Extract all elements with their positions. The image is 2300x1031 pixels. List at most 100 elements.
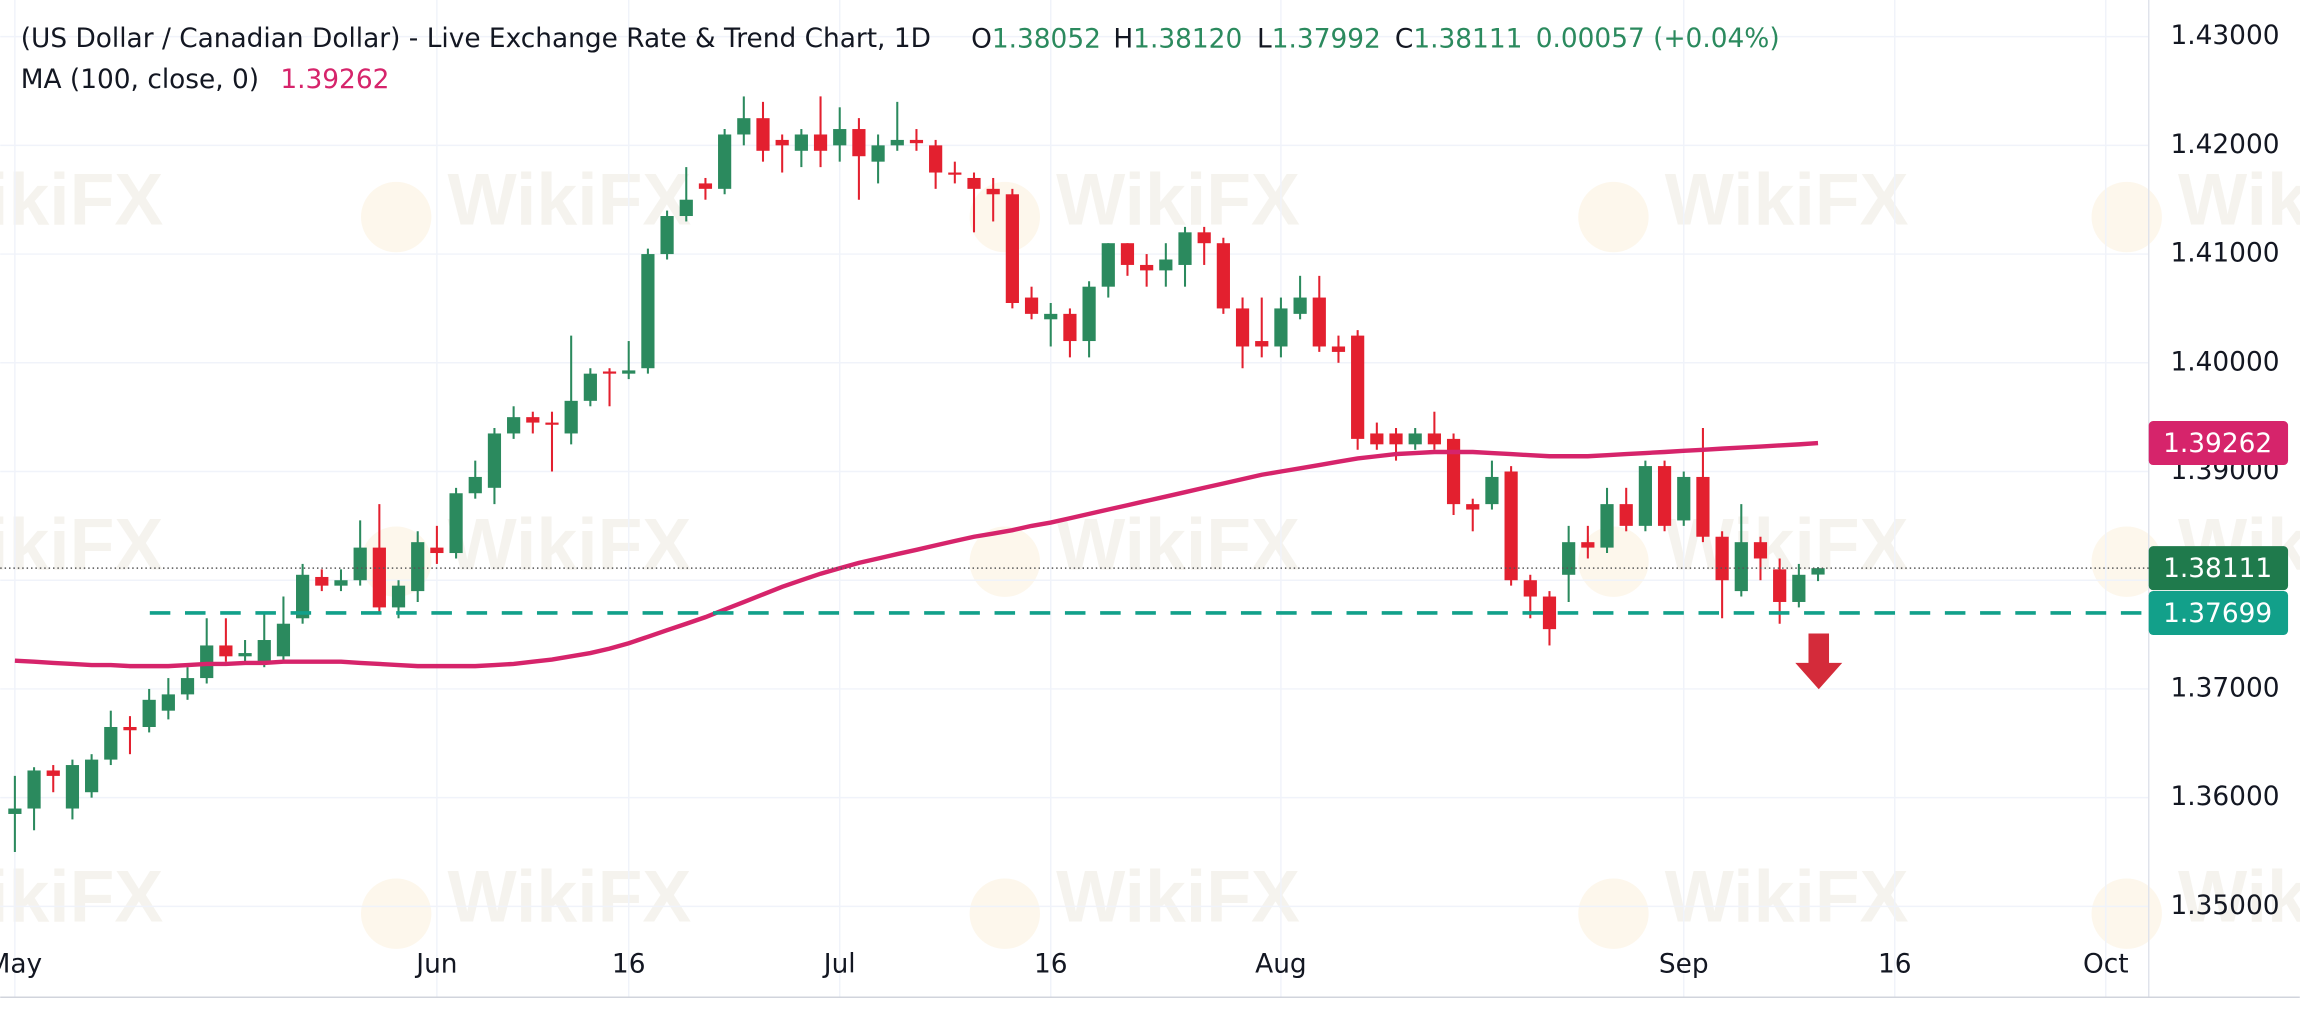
plot [0,96,2149,853]
candle-body [296,574,310,619]
candle-body [756,118,770,151]
candle-body [967,177,981,189]
x-tick-label: Jun [414,950,457,980]
candle-body [1216,243,1230,309]
candle-body [929,145,943,173]
candle-body [545,422,559,425]
watermark-logo [360,878,432,949]
candle-body [219,645,233,657]
candle-body [161,694,175,711]
candle-body [65,765,80,809]
candle-body [391,585,406,608]
chart-title: (US Dollar / Canadian Dollar) - Live Exc… [21,24,931,54]
close-label: C1.38111 [1395,24,1523,54]
candle-body [602,371,617,374]
watermark-logo [969,181,1041,253]
candle-body [986,188,1000,195]
candle-body [1005,194,1019,303]
candle-body [1370,433,1384,445]
candle-body [1427,433,1441,445]
low-label: L1.37992 [1257,24,1381,54]
ma-value: 1.39262 [280,65,389,95]
watermark: WikiFX [1665,159,1909,241]
watermark-logo [2091,181,2162,253]
y-tick-label: 1.40000 [2170,347,2279,377]
candle-body [1657,466,1672,526]
candle-body [1619,504,1633,526]
support-price-label: 1.37699 [2163,599,2272,629]
candle-body [1677,476,1691,521]
candle-body [1351,335,1365,439]
candle-body [1140,264,1154,271]
x-tick-label: 16 [612,950,646,980]
candle-body [85,759,99,793]
watermark: WikiFX [448,503,692,585]
open-label: O1.38052 [971,24,1101,54]
candle-body [1466,504,1480,510]
candle-body [1159,259,1173,271]
candle-body [1389,433,1403,445]
candle-body [353,547,367,581]
watermark-logo [969,526,1041,597]
high-label: H1.38120 [1113,24,1242,54]
candle-body [890,139,904,146]
candle-body [737,118,751,135]
candle-body [1312,297,1326,347]
candle-body [276,623,291,657]
axes: 1.350001.360001.370001.380001.390001.400… [0,21,2289,980]
candle-body [104,726,118,760]
candle-body [1811,568,1825,575]
candle-body [1408,433,1422,445]
candle-body [1255,341,1269,347]
candle-body [1235,308,1250,347]
y-tick-label: 1.36000 [2170,782,2279,812]
candle-body [46,770,60,776]
watermark: WikiFX [0,503,163,585]
candle-body [1446,438,1461,505]
x-tick-label: Sep [1659,950,1709,980]
ma-price-label: 1.39262 [2163,429,2272,459]
watermark-logo [2091,878,2162,949]
candle-body [1542,596,1557,630]
candle-body [1581,542,1595,548]
candle-body [257,640,271,662]
candle-body [852,129,866,157]
candle-body [411,542,425,592]
candle-body [641,254,655,369]
y-tick-label: 1.41000 [2170,239,2279,269]
ma-line [14,440,1819,669]
candle-body [622,370,636,374]
candle-body [1178,232,1192,265]
last-price-label: 1.38111 [2163,554,2272,584]
candle-body [468,476,482,494]
candle-body [1753,542,1768,559]
x-tick-label: May [0,950,42,980]
candle-body [1293,297,1307,314]
candle-body [142,699,156,727]
y-tick-label: 1.43000 [2170,21,2279,51]
watermark: WikiFX [2178,159,2300,241]
watermark: WikiFX [448,855,692,937]
candle-body [123,726,137,731]
candle-body [1331,346,1346,352]
candle-body [1082,286,1096,342]
last-price-label-box [2148,546,2289,591]
candle-body [718,134,732,189]
candle-body [1024,297,1039,314]
watermark: WikiFX [1056,159,1300,241]
candle-body [1523,580,1537,597]
candle-body [679,199,693,217]
candle-body [526,417,540,423]
candle-body [660,216,674,255]
candle-body [1734,542,1748,592]
watermark-logo [1578,878,1649,949]
candle-body [1715,536,1729,581]
watermark: WikiFX [1056,503,1300,585]
watermark: WikiFX [1665,855,1909,937]
watermark: WikiFX [1056,855,1300,937]
candle-body [564,400,578,434]
candle-body [833,129,847,146]
candle-body [1063,313,1077,342]
x-tick-label: Oct [2083,950,2129,980]
